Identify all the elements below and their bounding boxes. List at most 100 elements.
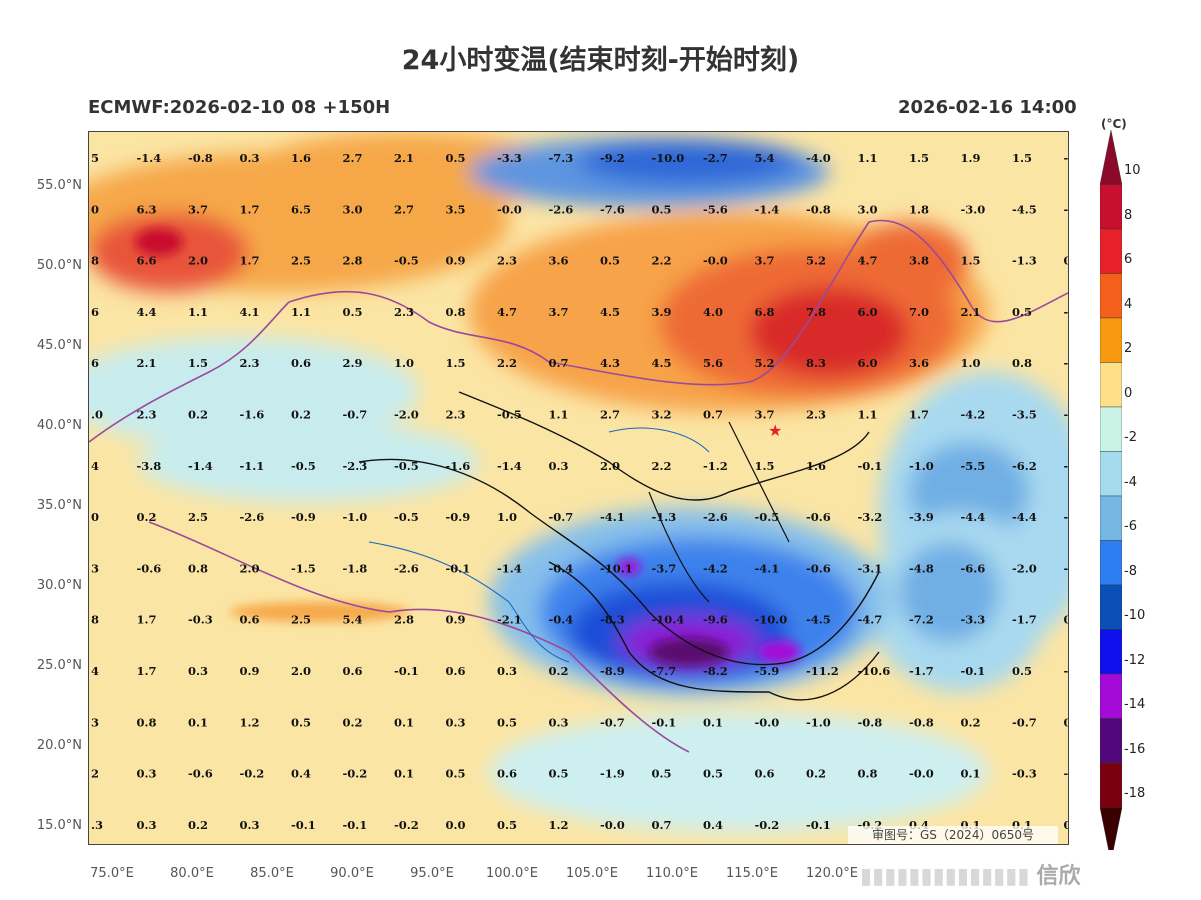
grid-value: 0.1 [961, 767, 981, 781]
grid-value: 0.5 [1012, 664, 1032, 678]
lon-label-80: 80.0°E [170, 866, 214, 881]
grid-value: 8 [91, 254, 99, 268]
grid-value: -9.2 [600, 151, 625, 165]
grid-value: 0.1 [188, 715, 208, 729]
colorbar-band [1100, 629, 1122, 675]
grid-value: 1.9 [961, 151, 981, 165]
grid-value: 0.5 [291, 715, 311, 729]
grid-value: -0.6 [806, 561, 831, 575]
grid-value: -0.5 [394, 459, 419, 473]
grid-value: 0.1 [394, 715, 414, 729]
grid-value: -2.0 [1012, 561, 1037, 575]
grid-value: 0.7 [703, 408, 723, 422]
grid-value: 1.5 [909, 151, 929, 165]
grid-value: -0.1 [806, 818, 831, 832]
grid-value: 0.5 [446, 767, 466, 781]
grid-value: -0.9 [446, 510, 471, 524]
grid-value: 3.7 [188, 202, 208, 216]
lat-label-55: 55.0°N [36, 178, 82, 193]
grid-value: 1.1 [858, 151, 878, 165]
grid-value: -3.3 [497, 151, 522, 165]
grid-value: 3 [91, 715, 99, 729]
grid-value: -5. [1064, 356, 1070, 370]
grid-value: 0.2 [188, 818, 208, 832]
grid-value: 0.2 [137, 510, 157, 524]
grid-value: 1.6 [806, 459, 826, 473]
grid-value: -1.0 [343, 510, 368, 524]
grid-value: 0.1 [1064, 715, 1070, 729]
grid-value: 0.3 [446, 715, 466, 729]
grid-value: 0.5 [446, 151, 466, 165]
grid-value: -3.9 [909, 510, 934, 524]
grid-value: -2.3 [343, 459, 368, 473]
grid-value: 2.0 [291, 664, 311, 678]
grid-value: -0.1 [291, 818, 316, 832]
colorbar-band [1100, 317, 1122, 363]
grid-value: -4.4 [961, 510, 986, 524]
grid-value: 0.3 [549, 715, 569, 729]
grid-value: -1.0 [806, 715, 831, 729]
grid-value: 2.5 [188, 510, 208, 524]
grid-value: -1.4 [497, 561, 522, 575]
grid-value: -6.2 [1012, 459, 1037, 473]
grid-value: 1.5 [961, 254, 981, 268]
grid-value: -0.8 [909, 715, 934, 729]
grid-value: 2.7 [600, 408, 620, 422]
grid-value: -0.4 [549, 561, 574, 575]
grid-value: -8. [1064, 459, 1070, 473]
grid-value: 4.1 [240, 305, 260, 319]
colorbar-label: -10 [1124, 608, 1146, 623]
grid-value: -0.2 [755, 818, 780, 832]
grid-value: -6.6 [961, 561, 986, 575]
grid-value: -1.9 [600, 767, 625, 781]
colorbar-label: 4 [1124, 296, 1133, 312]
grid-value: -1.8 [343, 561, 368, 575]
grid-value: 1.0 [961, 356, 981, 370]
grid-value: -1.7 [1012, 613, 1037, 627]
grid-value: 0.3 [549, 459, 569, 473]
grid-value: 6.0 [858, 305, 878, 319]
grid-value: -10.0 [652, 151, 685, 165]
lon-label-120: 120.0°E [806, 866, 858, 881]
grid-value: -0.7 [600, 715, 625, 729]
grid-value: -0.5 [394, 510, 419, 524]
grid-value: 7.8 [806, 305, 826, 319]
grid-value: 1.7 [240, 254, 260, 268]
lat-label-25: 25.0°N [36, 658, 82, 673]
grid-value: 0 [91, 510, 99, 524]
colorbar-unit: (°C) [1101, 117, 1127, 131]
grid-value: 1.5 [188, 356, 208, 370]
grid-value: 0.1 [703, 715, 723, 729]
grid-value: 0.5 [497, 818, 517, 832]
grid-value: -3.3 [961, 613, 986, 627]
grid-value: -0.1 [394, 664, 419, 678]
grid-value: -4.1 [755, 561, 780, 575]
grid-value: -3.8 [137, 459, 162, 473]
lat-label-45: 45.0°N [36, 338, 82, 353]
grid-value: -0.8 [806, 202, 831, 216]
lon-label-85: 85.0°E [250, 866, 294, 881]
grid-value: -0.2 [240, 767, 265, 781]
grid-value: -0.4 [549, 613, 574, 627]
grid-value: 6.8 [755, 305, 775, 319]
grid-value: 0.6 [291, 356, 311, 370]
grid-value: -4.5 [1012, 202, 1037, 216]
grid-value: 5 [91, 151, 99, 165]
grid-value: 2.2 [497, 356, 517, 370]
grid-value: -7.6 [600, 202, 625, 216]
grid-value: 1.2 [240, 715, 260, 729]
grid-value: 0.9 [446, 254, 466, 268]
grid-value: 3.7 [549, 305, 569, 319]
grid-value: 0.6 [755, 767, 775, 781]
colorbar-band [1100, 130, 1122, 185]
grid-value: 8 [91, 613, 99, 627]
lat-label-35: 35.0°N [36, 498, 82, 513]
grid-value: 2.3 [497, 254, 517, 268]
colorbar-label: 10 [1124, 163, 1141, 178]
colorbar [1100, 130, 1122, 850]
lon-label-115: 115.0°E [726, 866, 778, 881]
grid-value: 0.6 [497, 767, 517, 781]
map-svg: ★ 5 -1.4 -0.8 0.3 1.6 2.7 2.1 0.5 -3.3 -7.3 -9.2 -1… [89, 132, 1070, 844]
grid-value: 0.5 [652, 767, 672, 781]
grid-value: -5.5 [961, 459, 986, 473]
